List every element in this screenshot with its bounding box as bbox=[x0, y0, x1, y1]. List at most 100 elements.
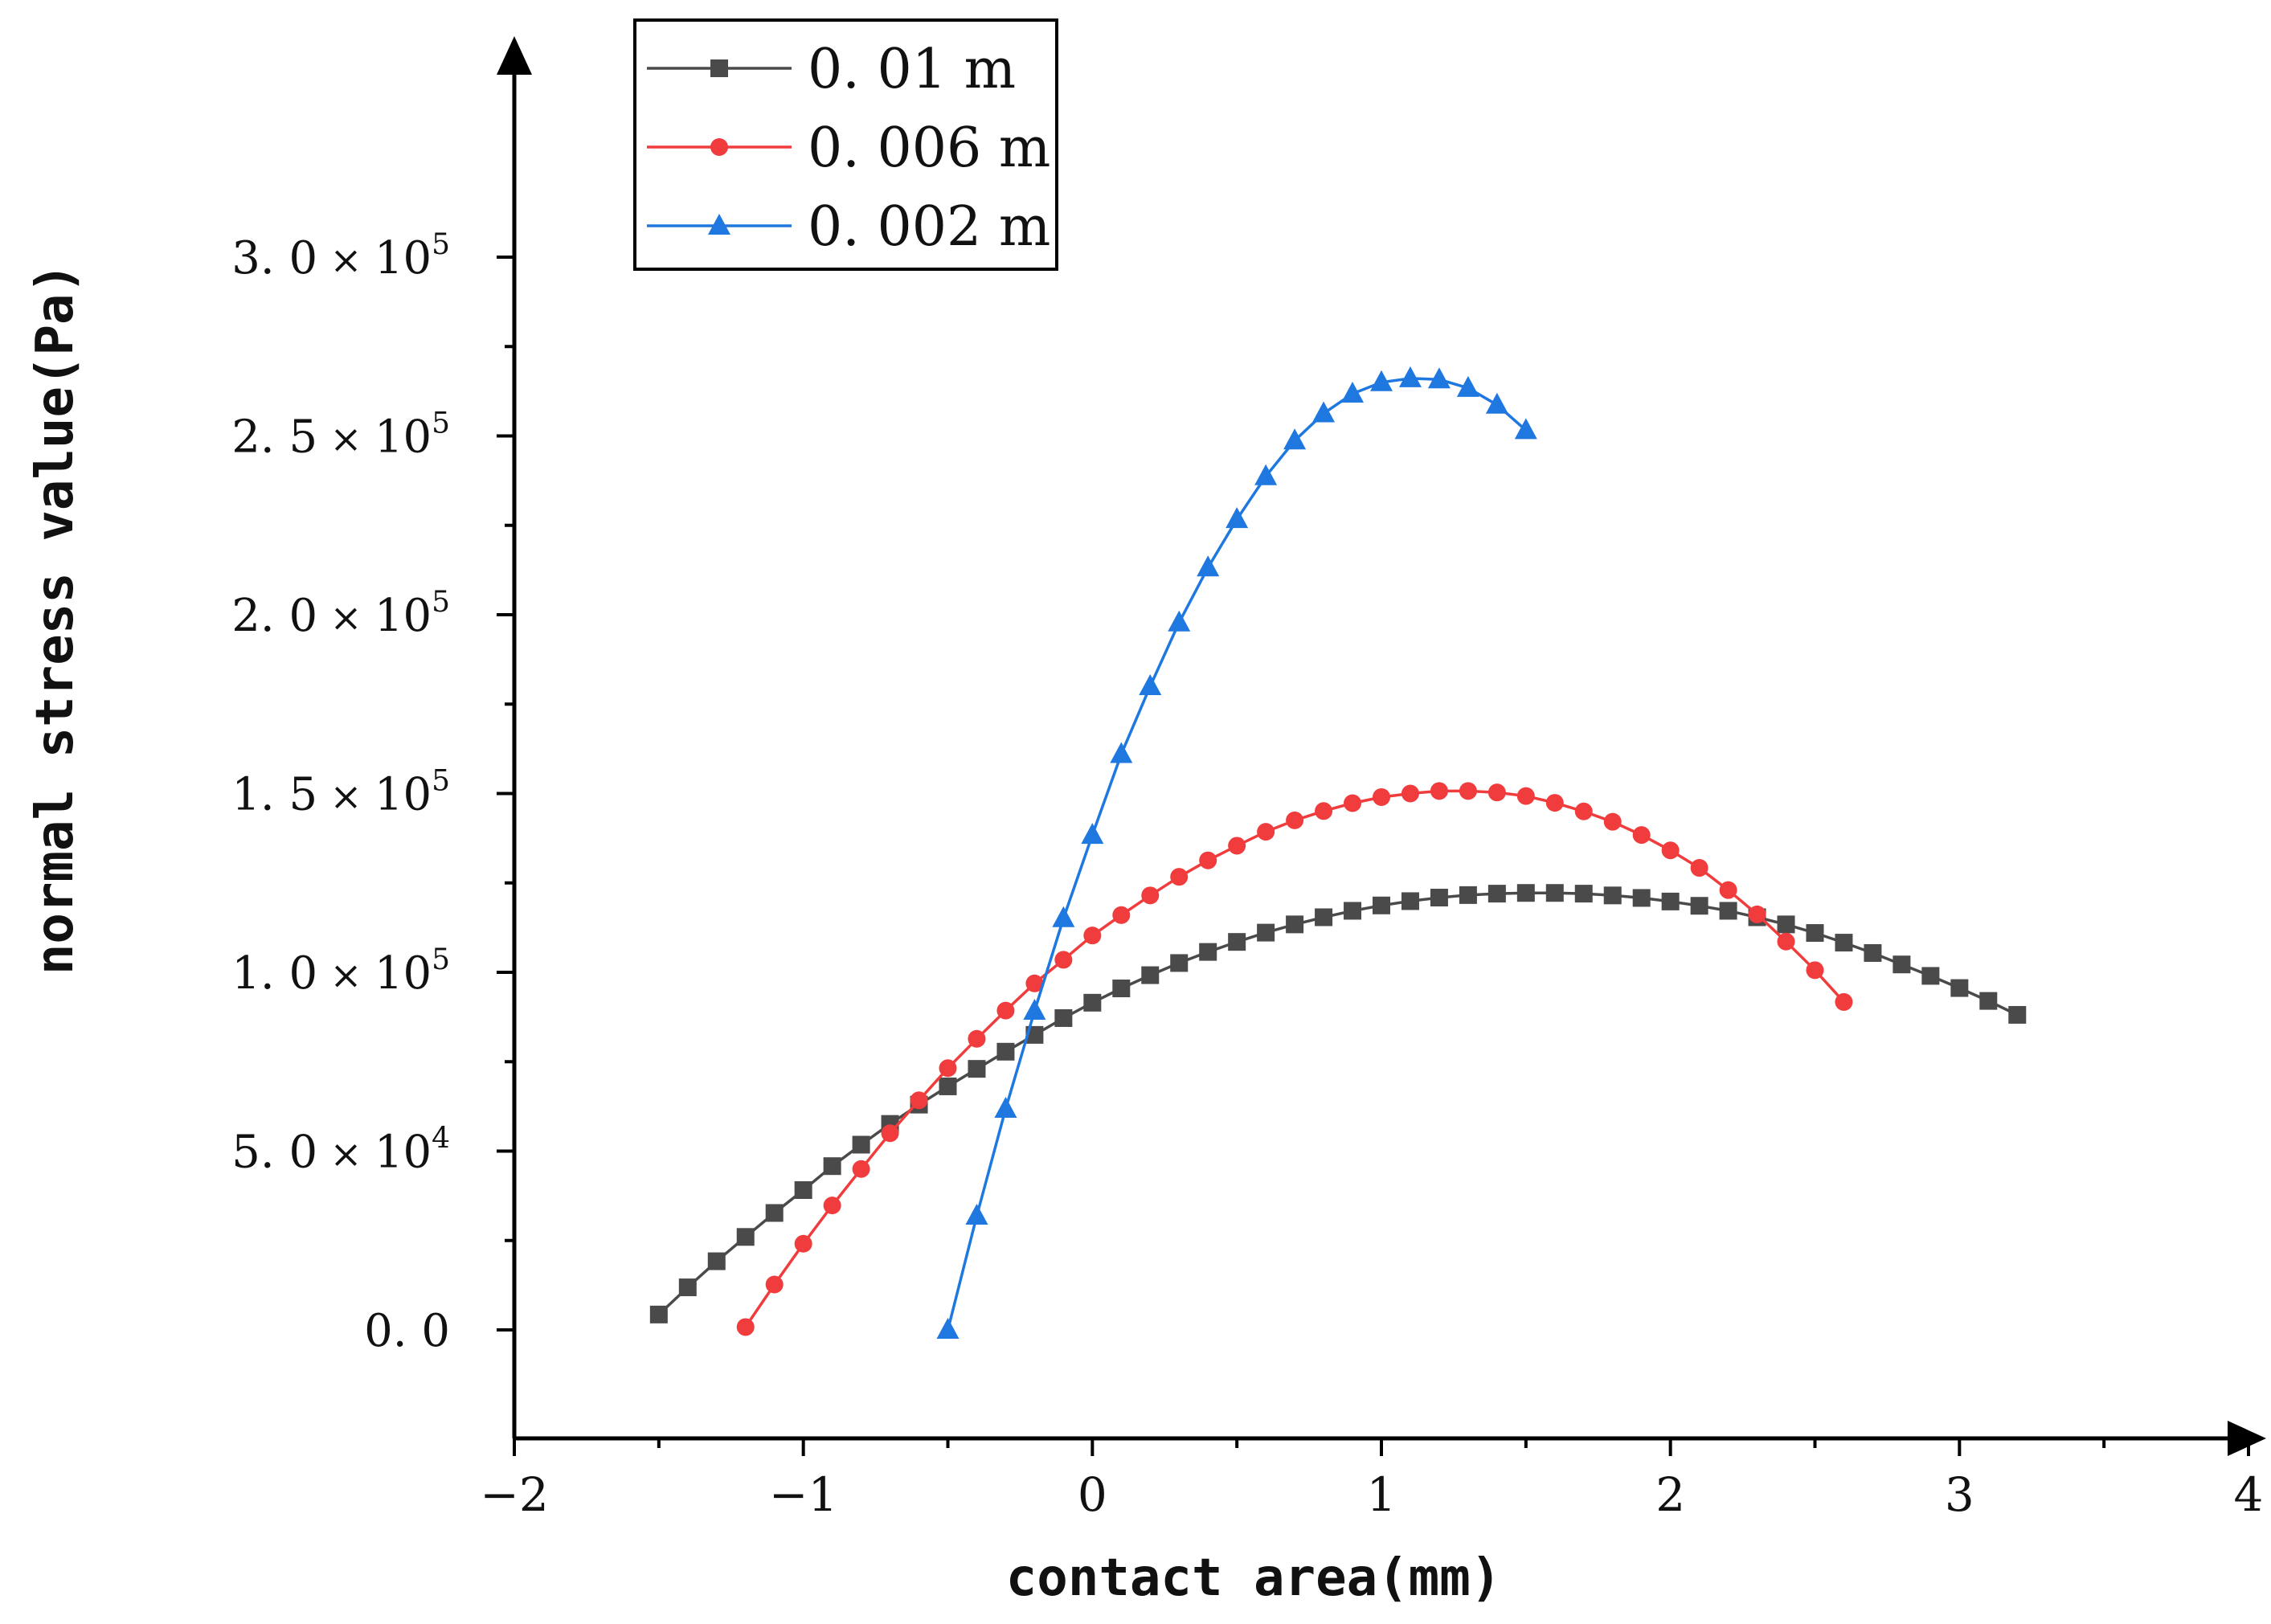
y-tick-base: 10 bbox=[374, 769, 432, 821]
data-point bbox=[1023, 999, 1046, 1021]
data-point bbox=[1373, 787, 1390, 806]
data-point bbox=[1921, 967, 1940, 985]
data-point bbox=[1341, 381, 1365, 403]
series-line bbox=[657, 891, 2019, 1316]
y-tick-mantissa: 3. 0 bbox=[231, 232, 317, 284]
legend-box bbox=[633, 18, 1058, 271]
data-point bbox=[1370, 370, 1393, 391]
data-point bbox=[936, 1318, 960, 1339]
data-point bbox=[939, 1077, 957, 1095]
data-point bbox=[881, 1124, 899, 1143]
data-point bbox=[1719, 902, 1737, 920]
data-point bbox=[765, 1275, 784, 1294]
data-point bbox=[1312, 401, 1336, 423]
y-tick-mantissa: 2. 0 bbox=[231, 590, 317, 642]
data-point bbox=[1516, 787, 1535, 805]
data-point bbox=[1777, 915, 1795, 934]
data-point bbox=[2008, 1005, 2027, 1024]
data-point bbox=[1083, 993, 1102, 1012]
data-point bbox=[1199, 851, 1217, 869]
data-point bbox=[1110, 742, 1133, 763]
y-tick-times: × bbox=[317, 1132, 374, 1177]
data-point bbox=[1777, 932, 1795, 951]
y-tick-mantissa: 1. 0 bbox=[231, 947, 317, 1000]
data-point bbox=[1459, 782, 1477, 800]
y-tick-mantissa: 0. 0 bbox=[364, 1305, 450, 1357]
y-tick-times: × bbox=[317, 595, 374, 640]
data-point bbox=[1401, 784, 1419, 803]
data-point bbox=[1054, 951, 1073, 969]
y-tick-exponent: 5 bbox=[432, 943, 450, 976]
data-point bbox=[1373, 896, 1390, 914]
data-point bbox=[1806, 924, 1824, 943]
y-tick-base: 10 bbox=[374, 947, 432, 1000]
y-tick-exponent: 5 bbox=[432, 407, 450, 440]
data-point bbox=[649, 1305, 668, 1323]
data-point bbox=[1315, 802, 1333, 820]
series-2 bbox=[936, 366, 1537, 1339]
data-point bbox=[1430, 782, 1448, 800]
data-point bbox=[1199, 943, 1217, 961]
data-point bbox=[1516, 884, 1535, 902]
y-axis-title: normal stress value(Pa) bbox=[26, 263, 85, 975]
data-point bbox=[1430, 888, 1448, 906]
data-point bbox=[1344, 794, 1362, 812]
data-point bbox=[1690, 859, 1708, 877]
data-point bbox=[968, 1029, 986, 1048]
data-point bbox=[1485, 392, 1508, 414]
y-tick-exponent: 4 bbox=[432, 1123, 450, 1156]
data-point bbox=[1139, 674, 1162, 695]
data-point bbox=[1141, 966, 1160, 984]
y-tick-label: 3. 0 × 105 bbox=[231, 228, 450, 284]
data-point bbox=[765, 1204, 784, 1222]
x-tick-label: 2 bbox=[1655, 1467, 1685, 1522]
x-tick-label: 0 bbox=[1078, 1467, 1107, 1522]
series-line bbox=[744, 789, 1845, 1328]
y-tick-mantissa: 1. 5 bbox=[231, 769, 317, 821]
data-point bbox=[1344, 902, 1362, 920]
data-point bbox=[1081, 823, 1104, 845]
data-point bbox=[1545, 794, 1564, 812]
data-point bbox=[1806, 961, 1824, 980]
data-point bbox=[1864, 943, 1882, 962]
data-point bbox=[1459, 886, 1477, 904]
data-point bbox=[1603, 886, 1622, 905]
data-point bbox=[1398, 366, 1422, 387]
data-point bbox=[1950, 979, 1969, 997]
data-point bbox=[996, 1001, 1015, 1020]
data-point bbox=[1835, 934, 1853, 952]
data-point bbox=[910, 1091, 928, 1110]
data-point bbox=[1719, 881, 1737, 899]
y-tick-label: 2. 0 × 105 bbox=[231, 586, 450, 642]
data-point bbox=[1574, 885, 1593, 903]
data-point bbox=[1632, 826, 1651, 845]
data-point bbox=[1661, 841, 1680, 860]
y-axis-arrow bbox=[497, 36, 532, 75]
y-tick-base: 10 bbox=[374, 1127, 432, 1179]
data-point bbox=[1315, 908, 1333, 927]
y-tick-label: 1. 0 × 105 bbox=[231, 943, 450, 1000]
data-point bbox=[1197, 555, 1220, 577]
data-point bbox=[1487, 885, 1506, 903]
data-point bbox=[1283, 428, 1307, 450]
x-tick-label: 4 bbox=[2234, 1467, 2264, 1522]
y-tick-exponent: 5 bbox=[432, 228, 450, 261]
y-tick-exponent: 5 bbox=[432, 765, 450, 798]
data-point bbox=[1257, 923, 1275, 942]
data-point bbox=[1254, 464, 1278, 485]
y-tick-base: 10 bbox=[374, 411, 432, 464]
data-point bbox=[1427, 367, 1451, 389]
data-point bbox=[1226, 507, 1249, 529]
data-point bbox=[1228, 837, 1246, 855]
data-point bbox=[1690, 897, 1708, 915]
plot-series bbox=[649, 366, 2027, 1339]
data-point bbox=[1052, 906, 1075, 927]
data-point bbox=[1456, 375, 1479, 397]
data-point bbox=[1286, 915, 1304, 934]
x-tick-label: −2 bbox=[480, 1467, 549, 1522]
y-tick-times: × bbox=[317, 775, 374, 820]
x-tick-label: 1 bbox=[1367, 1467, 1397, 1522]
series-0 bbox=[649, 884, 2027, 1323]
